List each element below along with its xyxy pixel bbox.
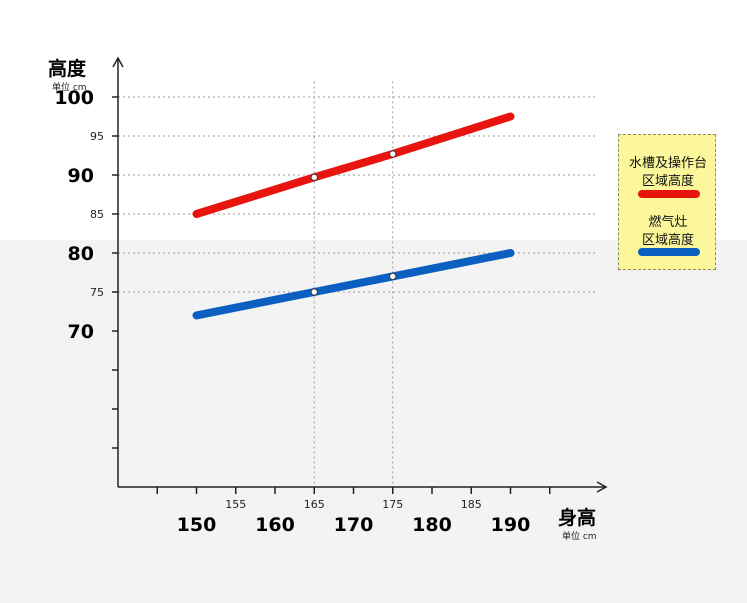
x-tick-label-160: 160 — [255, 514, 295, 536]
lower-background — [0, 240, 747, 603]
y-tick-label-100: 100 — [54, 87, 94, 109]
series-1-point-165 — [310, 288, 318, 296]
legend-label-sink-line1: 水槽及操作台 — [628, 156, 707, 171]
axes — [112, 56, 608, 493]
series-lines — [192, 112, 515, 320]
y-tick-label-85: 85 — [90, 208, 104, 221]
legend-swatch-sink — [638, 190, 700, 198]
y-axis-title: 高度 — [48, 57, 87, 80]
tick-marks — [112, 96, 551, 494]
tick-labels: 100 90 80 70 95 85 75 150 160 170 180 190 155 165 175 1… — [54, 87, 530, 536]
x-tick-label-185: 185 — [461, 498, 482, 511]
chart-legend: 水槽及操作台 区域高度 燃气灶 区域高度 — [618, 134, 716, 270]
y-tick-label-80: 80 — [68, 243, 94, 265]
x-axis-unit: 单位 cm — [562, 530, 597, 542]
series-0-point-175 — [389, 150, 397, 158]
x-tick-label-190: 190 — [491, 514, 531, 536]
y-tick-label-95: 95 — [90, 130, 104, 143]
legend-label-sink-line2: 区域高度 — [641, 174, 694, 189]
y-axis-unit: 单位 cm — [52, 81, 87, 93]
series-1-point-175 — [389, 272, 397, 281]
legend-label-stove-line1: 燃气灶 — [648, 215, 688, 230]
y-axis-arrow — [112, 56, 124, 68]
x-tick-label-175: 175 — [382, 498, 403, 511]
y-tick-label-75: 75 — [90, 286, 104, 299]
legend-label-stove-line2: 区域高度 — [641, 233, 694, 248]
x-axis-arrow — [596, 481, 608, 493]
x-tick-label-150: 150 — [177, 514, 217, 536]
x-axis-title: 身高 — [558, 506, 596, 529]
legend-swatch-stove — [638, 248, 700, 256]
x-tick-label-170: 170 — [334, 514, 374, 536]
x-tick-label-165: 165 — [304, 498, 325, 511]
y-tick-label-90: 90 — [68, 165, 94, 187]
y-tick-label-70: 70 — [68, 321, 94, 343]
series-line-1 — [192, 249, 515, 320]
x-tick-label-155: 155 — [225, 498, 246, 511]
series-line-0 — [192, 112, 515, 218]
series-0-point-165 — [310, 173, 318, 182]
x-tick-label-180: 180 — [412, 514, 452, 536]
